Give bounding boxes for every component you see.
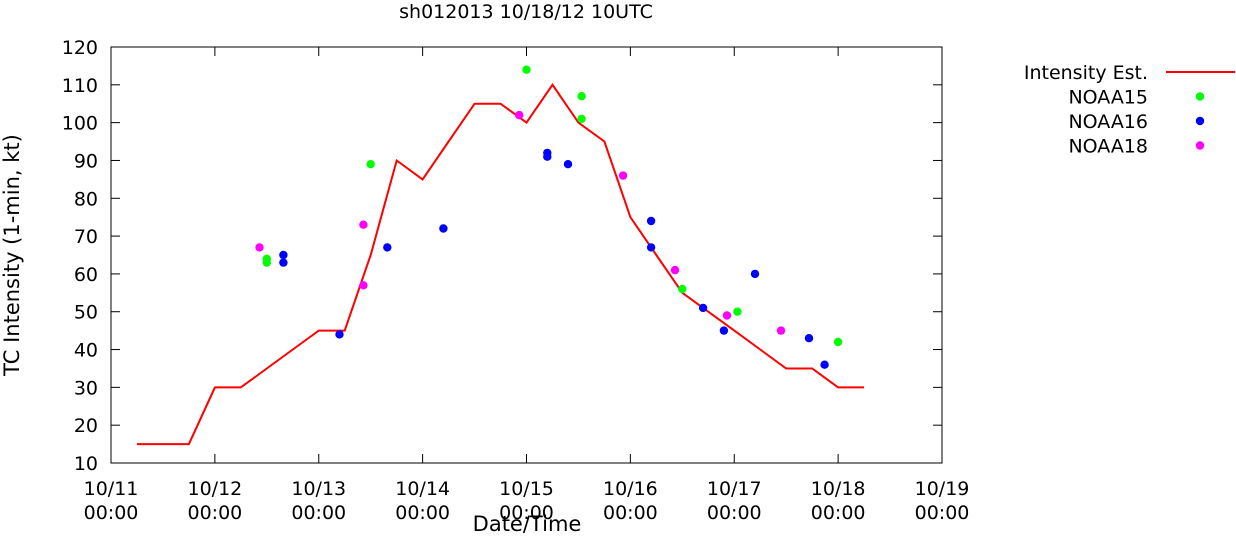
- y-tick-label: 100: [62, 113, 98, 135]
- x-tick-label-date: 10/14: [395, 478, 450, 500]
- chart-title: sh012013 10/18/12 10UTC: [399, 1, 653, 23]
- data-point-noaa16: [335, 330, 344, 339]
- data-point-noaa16: [719, 326, 729, 335]
- data-point-noaa15: [733, 307, 742, 316]
- data-point-noaa15: [678, 284, 687, 294]
- y-tick-label: 90: [74, 150, 98, 172]
- y-tick-label: 10: [74, 453, 98, 475]
- y-tick-label: 30: [74, 377, 98, 399]
- legend-point-swatch: [1195, 116, 1205, 126]
- legend-label-noaa15: NOAA15: [1068, 87, 1148, 109]
- data-point-noaa15: [577, 114, 586, 124]
- x-tick-label-date: 10/17: [707, 478, 762, 500]
- data-point-noaa18: [359, 220, 368, 229]
- series-line-intensity-est: [137, 83, 865, 446]
- legend-point-swatch: [1195, 92, 1205, 101]
- data-point-noaa16: [698, 303, 708, 313]
- x-tick-label-date: 10/13: [291, 478, 346, 500]
- data-point-noaa15: [262, 258, 271, 267]
- data-point-noaa16: [383, 243, 392, 252]
- data-point-noaa16: [563, 160, 573, 169]
- data-point-noaa18: [670, 265, 680, 275]
- data-point-noaa16: [646, 243, 656, 252]
- y-tick-label: 60: [74, 264, 98, 286]
- x-tick-label-time: 00:00: [499, 502, 554, 524]
- x-tick-label-time: 00:00: [187, 502, 242, 524]
- data-point-noaa18: [515, 110, 524, 120]
- y-tick-label: 40: [74, 340, 98, 362]
- y-tick-label: 20: [74, 415, 98, 437]
- y-tick-label: 50: [74, 302, 98, 324]
- x-tick-label-date: 10/15: [499, 478, 554, 500]
- legend-label-intensity-est-: Intensity Est.: [1024, 62, 1148, 84]
- data-point-noaa16: [646, 216, 656, 226]
- data-point-noaa18: [359, 281, 368, 290]
- data-point-noaa16: [279, 258, 288, 267]
- x-tick-label-time: 00:00: [915, 502, 970, 524]
- x-tick-label-date: 10/12: [187, 478, 242, 500]
- x-tick-label-time: 00:00: [603, 502, 658, 524]
- data-point-noaa16: [543, 152, 552, 161]
- x-tick-label-time: 00:00: [395, 502, 450, 524]
- y-axis-label: TC Intensity (1-min, kt): [0, 134, 24, 377]
- data-point-noaa15: [522, 65, 531, 74]
- x-tick-label-time: 00:00: [811, 502, 866, 524]
- data-point-noaa18: [618, 171, 628, 180]
- series-group: [137, 65, 865, 446]
- legend-label-noaa18: NOAA18: [1068, 136, 1148, 158]
- data-point-noaa15: [577, 92, 586, 101]
- x-tick-label-time: 00:00: [84, 502, 139, 524]
- data-point-noaa15: [833, 337, 843, 347]
- legend-point-swatch: [1195, 141, 1205, 150]
- y-tick-label: 70: [74, 226, 98, 248]
- x-tick-label-date: 10/11: [84, 478, 139, 500]
- y-tick-label: 110: [62, 75, 98, 97]
- y-tick-label: 80: [74, 188, 98, 210]
- data-point-noaa16: [804, 334, 814, 343]
- data-point-noaa16: [279, 250, 288, 260]
- plot-border: [110, 46, 943, 464]
- data-point-noaa18: [722, 311, 732, 320]
- x-tick-label-date: 10/18: [811, 478, 866, 500]
- data-point-noaa16: [439, 224, 448, 233]
- data-point-noaa15: [366, 160, 375, 169]
- x-tick-label-date: 10/19: [915, 478, 970, 500]
- x-tick-label-date: 10/16: [603, 478, 658, 500]
- y-tick-label: 120: [62, 37, 98, 59]
- x-axis-label: Date/Time: [473, 512, 582, 534]
- plot-frame-group: [110, 46, 943, 464]
- legend-label-noaa16: NOAA16: [1068, 111, 1148, 133]
- data-point-noaa18: [255, 243, 264, 252]
- data-point-noaa16: [820, 360, 829, 369]
- data-point-noaa16: [750, 269, 760, 279]
- tick-label-group: 10203040506070809010011012010/1100:0010/…: [62, 37, 970, 524]
- x-tick-label-time: 00:00: [707, 502, 762, 524]
- data-point-noaa18: [776, 326, 786, 335]
- x-tick-label-time: 00:00: [291, 502, 346, 524]
